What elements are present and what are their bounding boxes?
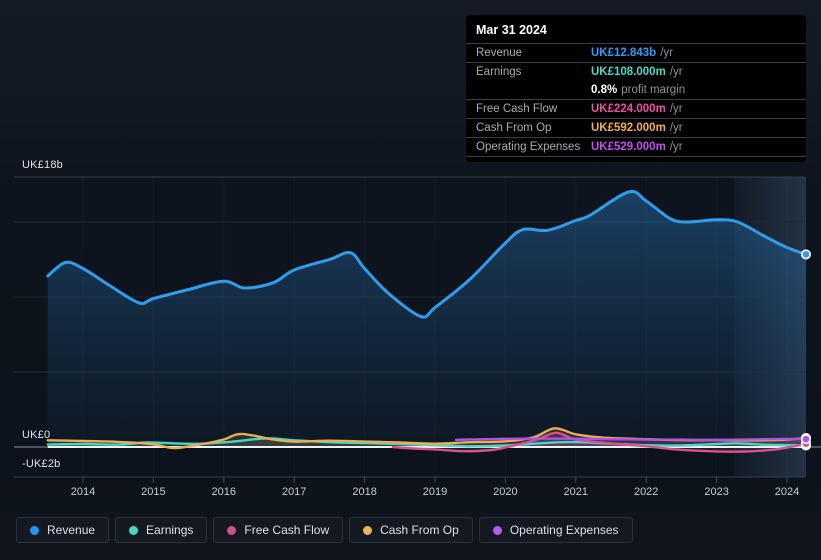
x-tick-label: 2019 <box>422 486 448 498</box>
tooltip-row-earnings: Earnings UK£108.000m /yr <box>466 63 806 81</box>
tooltip-value: UK£224.000m <box>591 102 666 115</box>
x-tick-label: 2023 <box>704 486 729 498</box>
profit-margin-value: 0.8% <box>591 83 618 96</box>
tooltip-value: UK£108.000m <box>591 65 666 78</box>
tooltip-card: Mar 31 2024 Revenue UK£12.843b /yr Earni… <box>466 15 806 162</box>
x-tick-label: 2024 <box>774 486 800 498</box>
profit-margin-text: profit margin <box>621 83 686 96</box>
tooltip-row-profit-margin: 0.8% profit margin <box>466 81 806 100</box>
legend-item-earnings[interactable]: Earnings <box>115 517 208 543</box>
operating-expenses-endpoint-marker <box>800 434 812 445</box>
x-tick-label: 2018 <box>352 486 377 498</box>
legend-item-free-cash-flow[interactable]: Free Cash Flow <box>213 517 344 543</box>
tooltip-unit: /yr <box>669 102 683 115</box>
tooltip-value: UK£529.000m <box>591 140 666 153</box>
tooltip-unit: /yr <box>669 140 683 153</box>
tooltip-label: Earnings <box>476 65 522 78</box>
tooltip-unit: /yr <box>669 65 683 78</box>
y-axis-label-zero: UK£0 <box>22 429 51 441</box>
revenue-area <box>47 191 807 447</box>
x-tick-label: 2021 <box>563 486 589 498</box>
tooltip-row-operating-expenses: Operating Expenses UK£529.000m /yr <box>466 138 806 157</box>
free-cash-flow-series-dot-icon <box>227 525 237 535</box>
legend-label: Cash From Op <box>380 523 459 537</box>
operating-expenses-line <box>454 437 808 442</box>
legend-label: Operating Expenses <box>509 523 619 537</box>
revenue-line <box>46 190 808 319</box>
legend-label: Earnings <box>146 523 194 537</box>
legend-item-revenue[interactable]: Revenue <box>16 517 110 543</box>
revenue-series-dot-icon <box>30 525 39 535</box>
operating-expenses-series-dot-icon <box>492 525 502 535</box>
legend-item-cash-from-op[interactable]: Cash From Op <box>349 517 473 543</box>
tooltip-label: Revenue <box>476 46 523 59</box>
tooltip-row-revenue: Revenue UK£12.843b /yr <box>466 44 806 63</box>
tooltip-value: UK£592.000m <box>591 121 666 134</box>
y-axis-label-negative: -UK£2b <box>22 458 61 470</box>
x-tick-label: 2017 <box>281 486 307 498</box>
x-tick-label: 2020 <box>493 486 518 498</box>
x-tick-label: 2022 <box>633 486 659 498</box>
tooltip-row-free-cash-flow: Free Cash Flow UK£224.000m /yr <box>466 100 806 119</box>
tooltip-unit: /yr <box>660 46 673 59</box>
earnings-series-dot-icon <box>129 525 139 535</box>
tooltip-value: UK£12.843b <box>591 46 657 59</box>
tooltip-label: Cash From Op <box>476 121 552 134</box>
tooltip-label: Operating Expenses <box>476 140 581 153</box>
legend-item-operating-expenses[interactable]: Operating Expenses <box>478 517 633 543</box>
earnings-line <box>46 437 808 448</box>
x-tick-label: 2015 <box>141 486 166 498</box>
revenue-endpoint-marker <box>800 249 812 260</box>
tooltip-unit: /yr <box>669 121 683 134</box>
x-tick-label: 2014 <box>70 486 96 498</box>
cash-from-op-series-dot-icon <box>363 525 373 535</box>
legend-label: Revenue <box>47 523 96 537</box>
y-axis-label-top: UK£18b <box>22 159 63 171</box>
tooltip-date: Mar 31 2024 <box>466 15 806 44</box>
legend: Revenue Earnings Free Cash Flow Cash Fro… <box>16 517 633 543</box>
x-tick-label: 2016 <box>211 486 237 498</box>
tooltip-label: Free Cash Flow <box>476 102 558 115</box>
legend-label: Free Cash Flow <box>244 523 330 537</box>
tooltip-row-cash-from-op: Cash From Op UK£592.000m /yr <box>466 119 806 138</box>
